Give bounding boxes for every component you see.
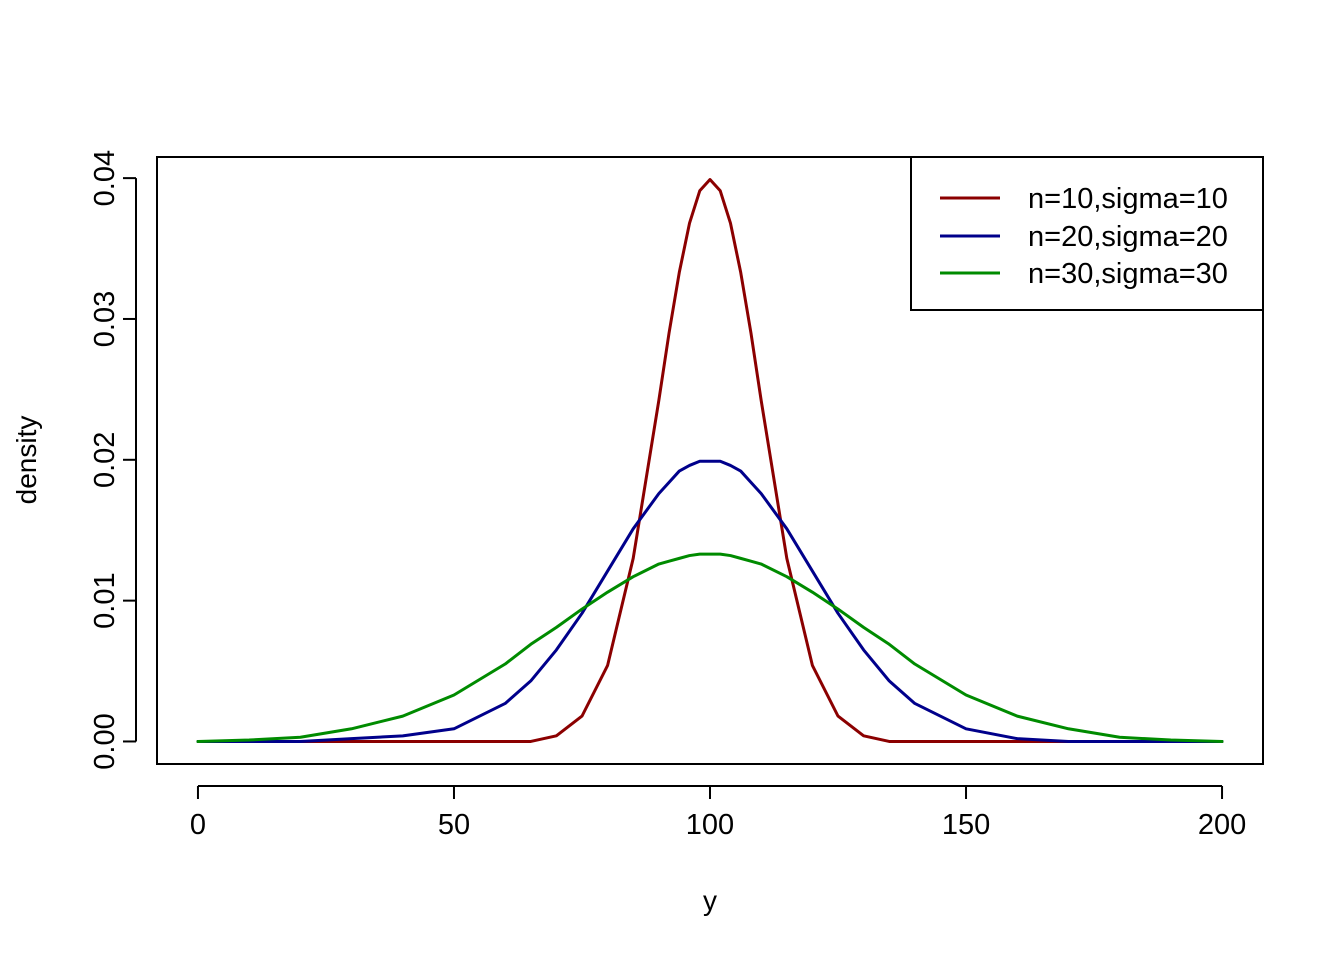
curve-series-1 [196,178,1224,743]
legend-items: n=10,sigma=10 n=20,sigma=20 n=30,sigma=30 [940,183,1228,290]
y-tick-label: 0.02 [89,432,121,488]
x-tick-label: 100 [686,809,734,841]
curve-series-3 [196,552,1224,743]
x-axis-label: y [703,885,717,916]
y-axis-label: density [11,416,42,505]
legend-label-series-3: n=30,sigma=30 [1028,258,1228,290]
y-tick-label: 0.00 [89,713,121,769]
legend-box [910,156,1264,311]
x-tick-label: 0 [190,809,206,841]
x-tick-label: 150 [942,809,990,841]
y-tick-label: 0.04 [89,150,121,206]
x-tick-label: 200 [1198,809,1246,841]
plot-frame [156,156,1264,765]
y-tick-label: 0.03 [89,291,121,347]
x-axis: 0 50 100 150 200 [190,785,1246,841]
y-tick-label: 0.01 [89,572,121,628]
x-tick-label: 50 [438,809,470,841]
legend-label-series-2: n=20,sigma=20 [1028,221,1228,253]
series-curves [196,178,1224,743]
curve-series-2 [196,459,1224,743]
y-axis: 0.00 0.01 0.02 0.03 0.04 [89,150,137,770]
legend-label-series-1: n=10,sigma=10 [1028,183,1228,215]
legend: n=10,sigma=10 n=20,sigma=20 n=30,sigma=30 [910,156,1264,311]
